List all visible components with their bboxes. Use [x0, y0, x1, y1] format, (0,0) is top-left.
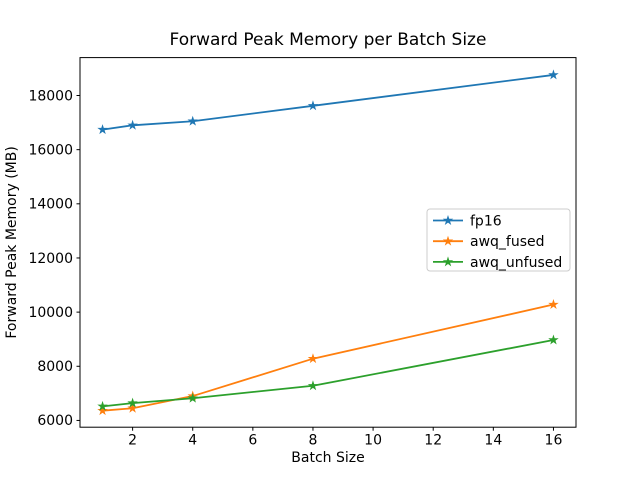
y-tick-label: 10000: [28, 305, 73, 321]
y-axis-ticks: 6000 8000 10000 12000 14000 16000 18000: [28, 88, 80, 429]
data-point-star-icon: [97, 124, 108, 135]
y-tick-label: 12000: [28, 251, 73, 267]
data-point-star-icon: [307, 353, 319, 364]
chart-title: Forward Peak Memory per Batch Size: [170, 30, 487, 50]
legend-star-icon: [442, 215, 454, 225]
x-tick-label: 12: [424, 433, 442, 449]
legend-label: fp16: [470, 214, 502, 230]
data-series-layer: [97, 69, 559, 416]
data-point-star-icon: [187, 392, 198, 403]
x-axis-label: Batch Size: [291, 450, 364, 466]
data-point-star-icon: [307, 100, 319, 111]
data-point-star-icon: [548, 334, 559, 345]
legend-label: awq_unfused: [470, 255, 562, 271]
x-axis-ticks: 2 4 6 8 10 12 14 16: [128, 427, 563, 449]
y-tick-label: 14000: [28, 197, 73, 213]
series-fp16: [97, 69, 559, 135]
y-tick-label: 6000: [37, 413, 73, 429]
legend-item-awq_unfused: awq_unfused: [433, 255, 562, 271]
x-tick-label: 6: [248, 433, 257, 449]
legend-star-icon: [442, 256, 454, 267]
data-point-star-icon: [127, 119, 138, 130]
data-point-star-icon: [307, 380, 319, 391]
x-tick-label: 14: [484, 433, 502, 449]
legend-item-awq_fused: awq_fused: [433, 234, 545, 250]
y-axis-label: Forward Peak Memory (MB): [4, 146, 20, 338]
y-tick-label: 8000: [37, 359, 73, 375]
data-point-star-icon: [548, 69, 559, 80]
data-point-star-icon: [127, 402, 138, 413]
legend-star-icon: [442, 235, 454, 246]
legend-box: [426, 208, 571, 272]
data-point-star-icon: [97, 405, 108, 416]
x-tick-label: 2: [128, 433, 137, 449]
data-point-star-icon: [127, 397, 138, 408]
x-tick-label: 8: [309, 433, 318, 449]
x-tick-label: 4: [188, 433, 197, 449]
data-point-star-icon: [97, 400, 108, 411]
legend-label: awq_fused: [470, 234, 545, 250]
data-point-star-icon: [548, 299, 559, 309]
data-point-star-icon: [187, 115, 198, 126]
series-awq_unfused: [97, 334, 559, 411]
x-tick-label: 10: [364, 433, 382, 449]
y-tick-label: 18000: [28, 88, 73, 104]
y-tick-label: 16000: [28, 142, 73, 158]
x-tick-label: 16: [545, 433, 563, 449]
legend: fp16 awq_fused awq_unfused: [426, 208, 571, 272]
legend-item-fp16: fp16: [433, 214, 502, 230]
